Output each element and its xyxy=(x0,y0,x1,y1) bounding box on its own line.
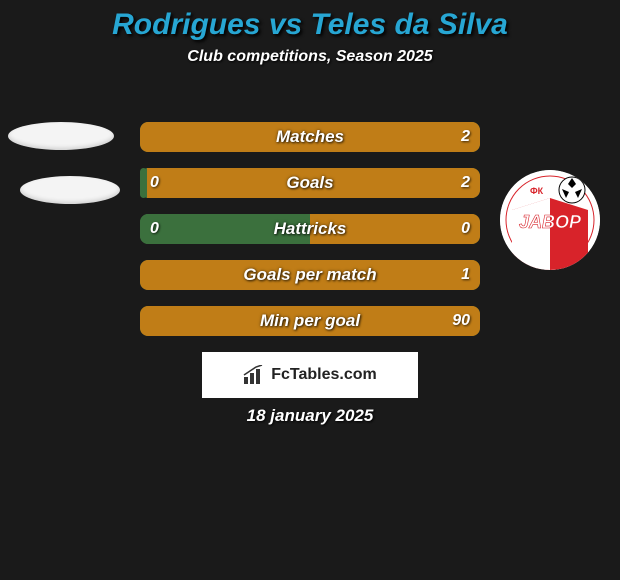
stat-value-right: 90 xyxy=(452,312,470,330)
stat-label: Matches xyxy=(140,127,480,147)
club-crest: ФК JAВOP xyxy=(500,170,600,270)
comparison-rows: Matches2Goals02Hattricks00Goals per matc… xyxy=(140,122,480,352)
stat-row: Hattricks0 0 xyxy=(140,214,480,244)
page-title: Rodrigues vs Teles da Silva xyxy=(0,0,620,42)
stat-value-right: 0 xyxy=(461,220,470,238)
decorative-ellipse xyxy=(20,176,120,204)
date-text: 18 january 2025 xyxy=(0,406,620,426)
comparison-infographic: Rodrigues vs Teles da Silva Club competi… xyxy=(0,0,620,580)
stat-value-right: 1 xyxy=(461,266,470,284)
subtitle: Club competitions, Season 2025 xyxy=(0,48,620,66)
stat-value-left: 0 xyxy=(150,174,159,192)
crest-text-main: JAВOP xyxy=(519,212,582,232)
stat-value-left: 0 xyxy=(150,220,159,238)
stat-row: Goals0 2 xyxy=(140,168,480,198)
stat-row: Min per goal90 xyxy=(140,306,480,336)
stat-label: Min per goal xyxy=(140,311,480,331)
stat-label: Goals per match xyxy=(140,265,480,285)
stat-row: Matches2 xyxy=(140,122,480,152)
watermark-text: FcTables.com xyxy=(271,366,377,384)
watermark: FcTables.com xyxy=(202,352,418,398)
stat-value-right: 2 xyxy=(461,128,470,146)
watermark-icon xyxy=(243,365,265,385)
crest-svg: ФК JAВOP xyxy=(500,170,600,270)
stat-label: Goals xyxy=(140,173,480,193)
stat-row: Goals per match1 xyxy=(140,260,480,290)
crest-text-top: ФК xyxy=(530,186,544,196)
stat-value-right: 2 xyxy=(461,174,470,192)
stat-label: Hattricks xyxy=(140,219,480,239)
decorative-ellipse xyxy=(8,122,114,150)
